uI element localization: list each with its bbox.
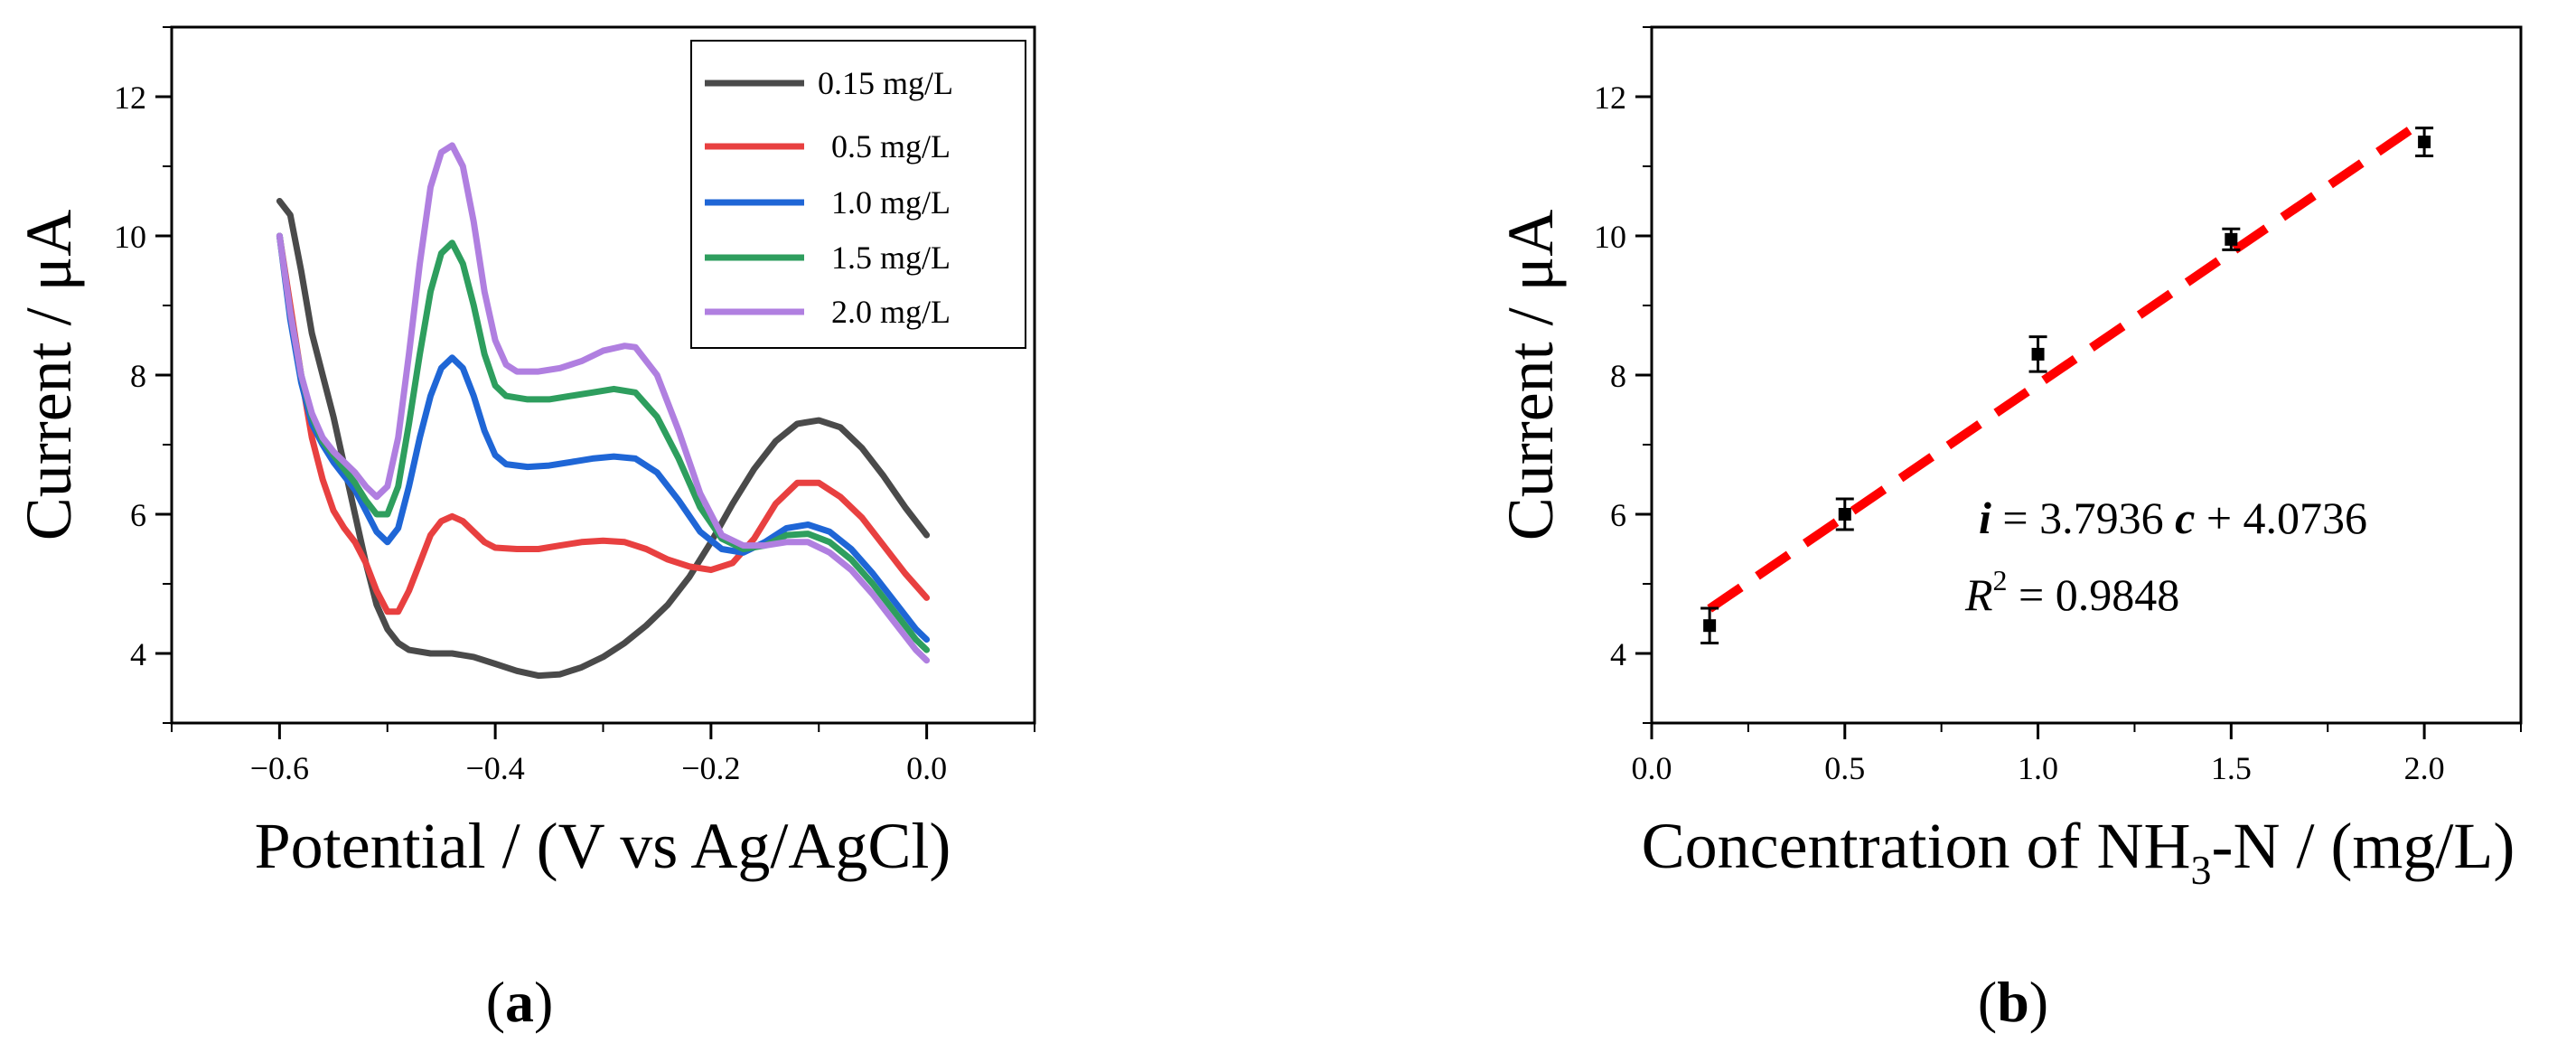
data-point (2225, 232, 2238, 246)
y-tick-label: 6 (130, 497, 146, 533)
panel-a-legend: 0.15 mg/L 0.5 mg/L 1.0 mg/L 1.5 mg/L 2.0… (690, 40, 1026, 349)
x-tick-label: −0.4 (465, 750, 524, 786)
panel-a-series-group (276, 142, 931, 680)
series-line-3 (276, 232, 931, 653)
panel-b-fit-group (1707, 116, 2427, 613)
fit-equation: i = 3.7936 c + 4.0736 (1979, 493, 2367, 543)
panel-b-y-axis-label: Current / μA (1494, 210, 1567, 541)
y-tick-label: 12 (1594, 80, 1626, 116)
panel-b-label: (b) (1978, 970, 2048, 1034)
legend-label-4: 2.0 mg/L (831, 294, 951, 330)
panel-b-x-axis-label: Concentration of NH3-N / (mg/L) (1642, 810, 2515, 893)
y-tick-label: 10 (1594, 219, 1626, 255)
legend-label-2: 1.0 mg/L (831, 184, 951, 221)
x-tick-label: 0.5 (1824, 750, 1865, 786)
panel-b-y-ticks: 4 6 8 10 12 (1594, 26, 1652, 724)
x-tick-label: −0.2 (681, 750, 740, 786)
x-tick-label: 0.0 (906, 750, 947, 786)
data-point (1703, 619, 1717, 633)
x-tick-label: 2.0 (2404, 750, 2445, 786)
x-tick-label: 1.5 (2211, 750, 2252, 786)
legend-label-1: 0.5 mg/L (831, 128, 951, 164)
legend-label-0: 0.15 mg/L (818, 65, 953, 101)
series-line-4 (276, 142, 931, 664)
panel-b: 0.0 0.5 1.0 1.5 2.0 4 6 8 10 12 i = 3.7936 c + 4… (1494, 25, 2523, 1034)
y-tick-label: 10 (114, 219, 146, 255)
panel-a-label: (a) (486, 970, 554, 1034)
panel-a-x-ticks: −0.6 −0.4 −0.2 0.0 (171, 723, 1035, 786)
y-tick-label: 8 (130, 358, 146, 394)
x-tick-label: −0.6 (250, 750, 309, 786)
panel-b-points-group (1700, 127, 2434, 644)
data-point (2418, 136, 2431, 149)
series-line-2 (276, 232, 931, 643)
legend-label-3: 1.5 mg/L (831, 240, 951, 276)
y-tick-label: 4 (1610, 636, 1626, 672)
panel-a-y-ticks: 4 6 8 10 12 (114, 26, 172, 724)
fit-r-squared: R2 = 0.9848 (1964, 564, 2179, 620)
panel-a-x-axis-label: Potential / (V vs Ag/AgCl) (255, 810, 951, 882)
panel-a: −0.6 −0.4 −0.2 0.0 4 6 8 10 12 0.15 mg/L 0.5 mg… (13, 25, 1036, 1034)
panel-a-y-axis-label: Current / μA (13, 210, 85, 541)
data-point (1838, 508, 1851, 521)
y-tick-label: 6 (1610, 497, 1626, 533)
panel-b-x-ticks: 0.0 0.5 1.0 1.5 2.0 (1632, 723, 2522, 786)
fit-line (1707, 116, 2427, 613)
y-tick-label: 8 (1610, 358, 1626, 394)
x-tick-label: 1.0 (2018, 750, 2058, 786)
y-tick-label: 4 (130, 636, 146, 672)
y-tick-label: 12 (114, 80, 146, 116)
data-point (2031, 347, 2045, 361)
series-line-1 (276, 232, 931, 615)
x-tick-label: 0.0 (1632, 750, 1672, 786)
legend-box (690, 40, 1026, 349)
